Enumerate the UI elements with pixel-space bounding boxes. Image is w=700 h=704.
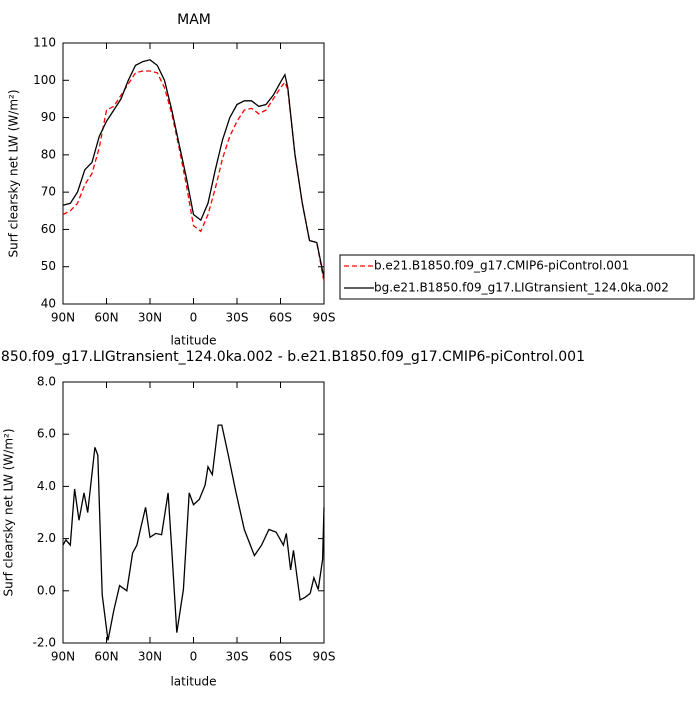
y-tick-label: -2.0 <box>33 636 56 650</box>
y-tick-label: 0.0 <box>37 583 56 597</box>
x-tick-label: 90S <box>313 311 336 325</box>
plot-frame <box>62 381 325 644</box>
x-tick-label: 30N <box>138 650 162 664</box>
x-tick-label: 0 <box>190 311 198 325</box>
data-line <box>62 59 325 279</box>
chart-title: bg.e21.B1850.f09_g17.LIGtransient_124.0k… <box>0 349 585 365</box>
x-tick-label: 30S <box>226 311 249 325</box>
legend-box <box>339 254 695 300</box>
y-tick-label: 4.0 <box>37 479 56 493</box>
x-axis-label: latitude <box>170 334 216 348</box>
y-tick-label: 100 <box>33 73 56 87</box>
y-tick-label: 110 <box>33 36 56 50</box>
y-axis-label: Surf clearsky net LW (W/m²) <box>7 89 21 257</box>
x-tick-label: 60N <box>94 311 118 325</box>
y-tick-label: 6.0 <box>37 427 56 441</box>
y-tick-label: 80 <box>41 147 56 161</box>
x-axis-label: latitude <box>170 675 216 689</box>
data-line <box>62 424 325 641</box>
y-tick-label: 40 <box>41 297 56 311</box>
chart-title: MAM <box>177 12 211 28</box>
x-tick-label: 60N <box>94 650 118 664</box>
y-tick-label: 8.0 <box>37 375 56 389</box>
x-tick-label: 30N <box>138 311 162 325</box>
x-tick-label: 90N <box>51 650 75 664</box>
x-tick-label: 90S <box>313 650 336 664</box>
y-tick-label: 90 <box>41 110 56 124</box>
data-line <box>62 70 325 282</box>
y-tick-label: 50 <box>41 259 56 273</box>
y-tick-label: 70 <box>41 185 56 199</box>
legend-label: bg.e21.B1850.f09_g17.LIGtransient_124.0k… <box>374 281 669 295</box>
x-tick-label: 30S <box>226 650 249 664</box>
legend-label: b.e21.B1850.f09_g17.CMIP6-piControl.001 <box>374 259 629 273</box>
y-tick-label: 60 <box>41 222 56 236</box>
x-tick-label: 0 <box>190 650 198 664</box>
y-tick-label: 2.0 <box>37 531 56 545</box>
plot-frame <box>62 42 325 305</box>
y-axis-label: Surf clearsky net LW (W/m²) <box>2 428 16 596</box>
x-tick-label: 60S <box>269 311 292 325</box>
x-tick-label: 90N <box>51 311 75 325</box>
x-tick-label: 60S <box>269 650 292 664</box>
